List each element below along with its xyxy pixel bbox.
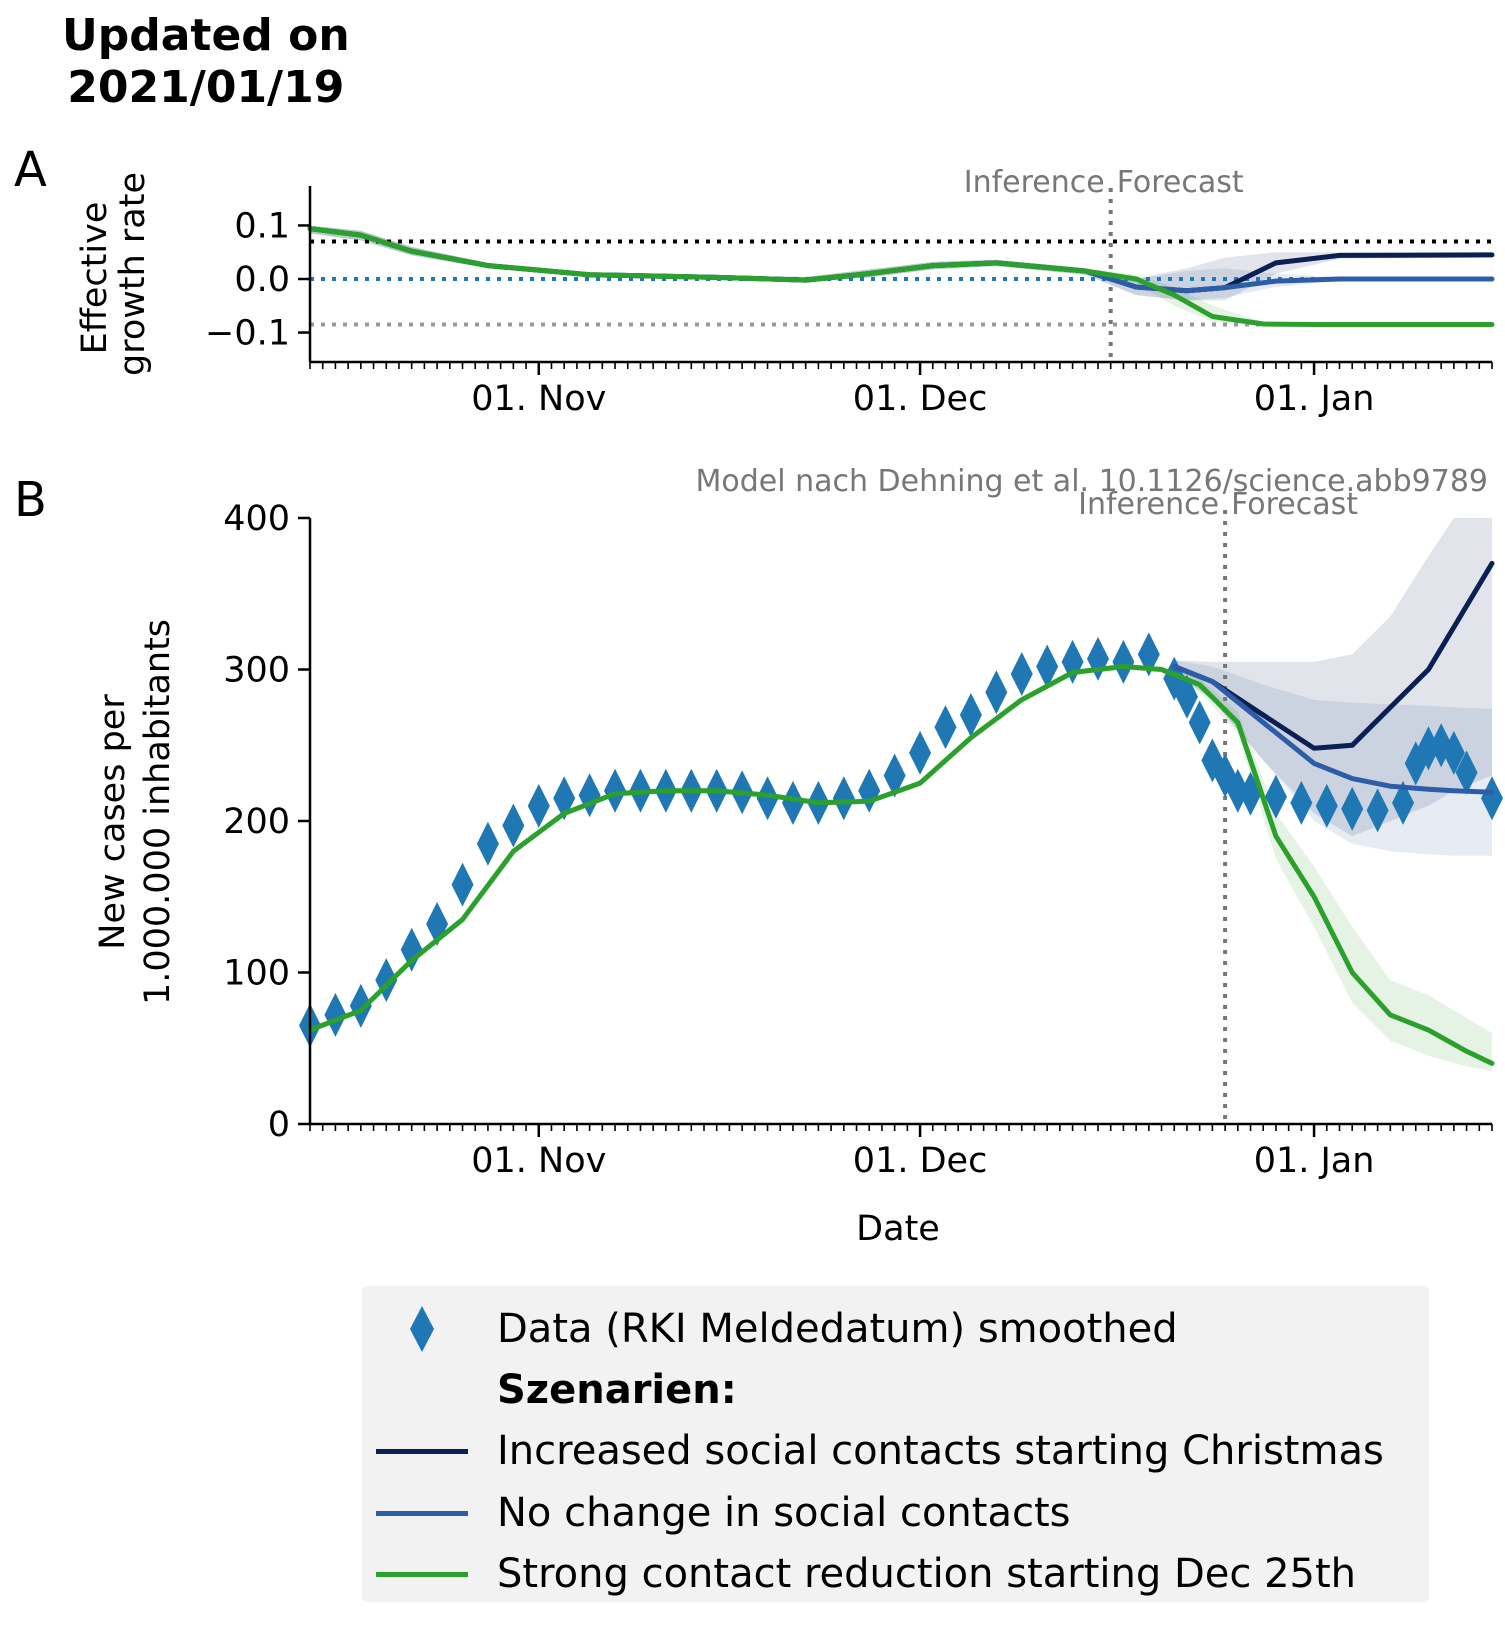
panel-a-x-tick-label: 01. Nov [471,379,606,419]
panel-a-series-line-2 [307,226,1495,327]
panel-b-inference-label: Inference [1078,487,1219,522]
panel-a-ylabel-line2: growth rate [113,172,153,376]
panel-b-data-point [858,768,881,813]
panel-b-x-tick-label: 01. Jan [1254,1141,1375,1181]
panel-b-series-line-1 [1171,664,1495,795]
panel-b-data-point [1455,750,1478,795]
panel-b-data-point [1481,776,1503,821]
panel-a-band-2 [310,225,1492,327]
panel-a-forecast-label: Forecast [1117,165,1244,200]
legend-swatch-increased [376,1449,468,1454]
panel-b-data-point [578,773,601,818]
panel-b-ylabel-line1: New cases per [93,694,133,950]
panel-b-data-point [451,862,474,907]
panel-b-source-note: Model nach Dehning et al. 10.1126/scienc… [695,464,1488,499]
panel-a-y-tick-label: 0.1 [234,206,290,246]
panel-b-data-point [832,776,855,821]
legend-row-data: Data (RKI Meldedatum) smoothed [362,1298,1429,1360]
panel-b-data-point [1010,652,1033,697]
panel-b-data-point [1417,726,1440,771]
legend-row-heading: Szenarien: [362,1359,1429,1421]
panel-b-forecast-label: Forecast [1231,487,1358,522]
legend: Data (RKI Meldedatum) smoothed Szenarien… [362,1286,1429,1602]
panel-b-data-point [1264,774,1287,819]
panel-b-data-point [1036,644,1059,689]
panel-a-x-tick-label: 01. Jan [1254,379,1375,419]
panel-a-ylabel-line1: Effective [75,202,115,355]
panel-b-data-point [1188,700,1211,745]
panel-b-data-point [756,776,779,821]
updated-title: Updated on 2021/01/19 [62,10,350,113]
panel-b-data-point [1341,786,1364,831]
legend-label-data: Data (RKI Meldedatum) smoothed [497,1306,1178,1352]
panel-b-data-point [400,927,423,972]
legend-label-no-change: No change in social contacts [497,1490,1071,1536]
legend-row-no-change: No change in social contacts [362,1482,1429,1544]
panel-b-data-point [604,768,627,813]
panel-b-y-tick-label: 400 [223,499,290,539]
panel-a-inference-label: Inference [964,165,1105,200]
panel-b-data-point [1112,639,1135,684]
panel-b-data-point [1087,636,1109,681]
panel-b-data-point [934,705,957,750]
legend-label-increased: Increased social contacts starting Chris… [497,1428,1384,1474]
panel-b-ylabel-line2: 1.000.000 inhabitants [138,619,178,1005]
diamond-marker-icon [410,1306,434,1352]
panel-b-data-point [349,983,372,1028]
panel-b-letter: B [14,472,47,528]
legend-row-strong-reduction: Strong contact reduction starting Dec 25… [362,1543,1429,1605]
panel-b-data-point [883,753,906,798]
legend-swatch-strong-reduction [376,1572,468,1577]
panel-b-data-point [527,783,550,828]
panel-a-letter: A [14,142,47,198]
panel-b-y-tick-label: 200 [223,802,290,842]
panel-b-x-tick-label: 01. Nov [471,1141,606,1181]
panel-b-data-point [781,780,804,825]
legend-label-strong-reduction: Strong contact reduction starting Dec 25… [497,1551,1357,1597]
panel-b-data-point [324,992,347,1037]
panel-b-data-point [909,730,932,775]
panel-b-data-point [1290,780,1313,825]
panel-b-data-point [476,821,499,866]
legend-heading: Szenarien: [497,1367,737,1413]
panel-b-data-point [959,692,982,737]
panel-b-data-point [1366,788,1389,833]
panel-b-y-tick-label: 100 [223,954,290,994]
panel-b-data-point [1442,730,1465,775]
panel-b-data-point [1175,674,1198,719]
panel-a-y-tick-label: −0.1 [205,314,290,354]
panel-b-x-tick-label: 01. Dec [853,1141,988,1181]
panel-b-xlabel: Date [856,1209,940,1249]
panel-b-data-point [985,670,1008,715]
panel-b-data-point [1315,783,1338,828]
panel-b-data-point [1392,780,1415,825]
legend-swatch-no-change [376,1511,468,1516]
legend-row-increased: Increased social contacts starting Chris… [362,1420,1429,1482]
panel-b-data-point [1137,632,1160,677]
panel-a-y-tick-label: 0.0 [234,260,290,300]
panel-b-data-point [502,803,525,848]
panel-a-band-1 [310,225,1492,301]
panel-b-y-tick-label: 0 [268,1105,290,1145]
panel-a-x-tick-label: 01. Dec [853,379,988,419]
panel-b-data-point [1226,768,1249,813]
panel-a-band-0 [310,225,1492,301]
panel-b-series-line-2 [307,664,1495,1066]
panel-b-y-tick-label: 300 [223,651,290,691]
